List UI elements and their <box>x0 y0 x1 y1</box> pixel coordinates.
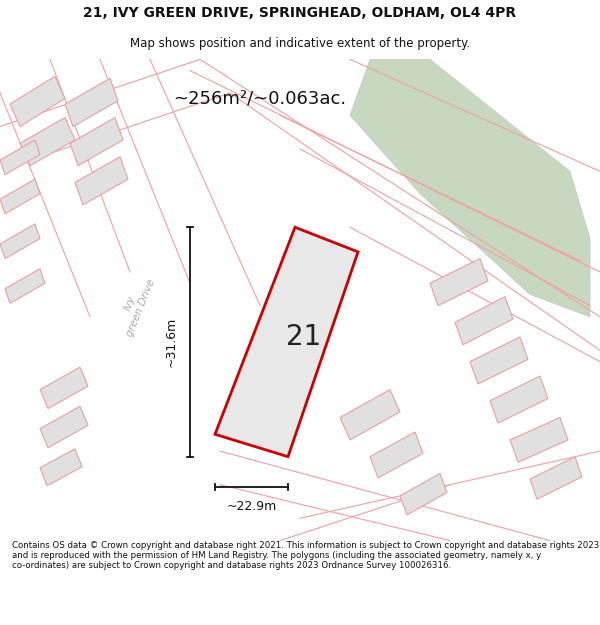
Polygon shape <box>20 118 75 166</box>
Polygon shape <box>0 140 40 174</box>
Polygon shape <box>455 297 513 345</box>
Polygon shape <box>215 228 358 457</box>
Polygon shape <box>340 389 400 440</box>
Polygon shape <box>0 179 40 214</box>
Text: 21: 21 <box>286 323 322 351</box>
Text: Ivy
green Drive: Ivy green Drive <box>113 273 157 338</box>
Polygon shape <box>530 457 582 499</box>
Polygon shape <box>40 406 88 447</box>
Polygon shape <box>470 337 528 384</box>
Polygon shape <box>490 376 548 423</box>
Text: Contains OS data © Crown copyright and database right 2021. This information is : Contains OS data © Crown copyright and d… <box>12 541 599 571</box>
Text: 21, IVY GREEN DRIVE, SPRINGHEAD, OLDHAM, OL4 4PR: 21, IVY GREEN DRIVE, SPRINGHEAD, OLDHAM,… <box>83 6 517 20</box>
Polygon shape <box>0 224 40 259</box>
Polygon shape <box>430 259 488 306</box>
Polygon shape <box>75 157 128 205</box>
Polygon shape <box>370 432 423 478</box>
Polygon shape <box>5 269 45 303</box>
Polygon shape <box>350 59 590 317</box>
Polygon shape <box>65 78 118 126</box>
Polygon shape <box>40 449 82 486</box>
Polygon shape <box>10 76 65 126</box>
Text: Map shows position and indicative extent of the property.: Map shows position and indicative extent… <box>130 37 470 50</box>
Polygon shape <box>400 474 447 515</box>
Polygon shape <box>70 118 123 166</box>
Polygon shape <box>510 418 568 462</box>
Text: ~256m²/~0.063ac.: ~256m²/~0.063ac. <box>173 89 347 107</box>
Polygon shape <box>40 367 88 409</box>
Text: ~31.6m: ~31.6m <box>165 317 178 367</box>
Text: ~22.9m: ~22.9m <box>226 501 277 513</box>
